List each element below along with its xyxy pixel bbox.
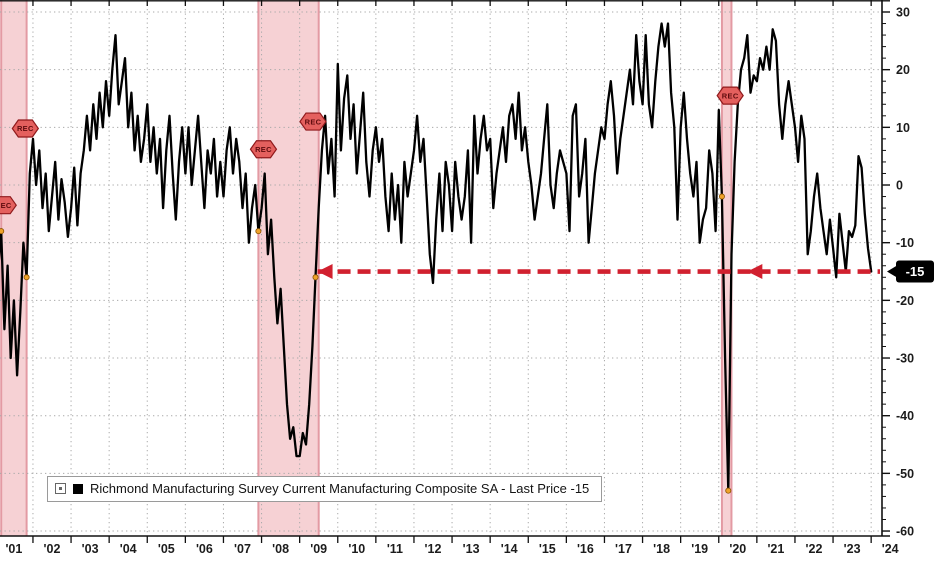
x-tick-label: '23 — [844, 542, 861, 556]
x-tick-label: '19 — [691, 542, 708, 556]
recession-boundary-dot — [255, 228, 262, 235]
recession-flag-icon — [299, 112, 327, 131]
y-tick-label: -10 — [896, 236, 914, 250]
y-tick-label: 0 — [896, 179, 903, 193]
annotation-arrowhead-left — [317, 264, 333, 280]
x-tick-label: '03 — [82, 542, 99, 556]
x-tick-label: '10 — [348, 542, 365, 556]
y-tick-label: 20 — [896, 63, 910, 77]
x-tick-label: '08 — [272, 542, 289, 556]
x-tick-label: '09 — [310, 542, 327, 556]
legend-series-label: Richmond Manufacturing Survey Current Ma… — [90, 481, 590, 496]
x-tick-label: '12 — [425, 542, 442, 556]
y-tick-label: -20 — [896, 294, 914, 308]
legend-expand-icon — [55, 483, 66, 495]
recession-band — [721, 0, 732, 536]
recession-flag-label: REC — [0, 201, 12, 210]
x-tick-label: '21 — [767, 542, 784, 556]
x-tick-label: '05 — [158, 542, 175, 556]
x-tick-label: '22 — [806, 542, 823, 556]
legend-series-swatch — [73, 483, 83, 494]
x-tick-label: '20 — [729, 542, 746, 556]
last-price-badge — [896, 260, 934, 283]
y-tick-label: -40 — [896, 409, 914, 423]
x-tick-label: '14 — [501, 542, 518, 556]
recession-flag-icon — [249, 140, 278, 159]
recession-band — [258, 0, 319, 536]
x-tick-label: '11 — [387, 542, 403, 556]
recession-boundary-dot — [312, 274, 319, 281]
annotation-arrowhead-left — [747, 264, 763, 280]
x-tick-label: '15 — [539, 542, 556, 556]
recession-boundary-dot — [718, 193, 725, 200]
x-tick-label: '18 — [653, 542, 670, 556]
recession-flag-label: REC — [722, 91, 739, 100]
y-tick-label: -50 — [896, 467, 914, 481]
x-tick-label: '01 — [5, 542, 22, 556]
recession-flag-label: REC — [17, 124, 34, 133]
x-tick-label: '16 — [577, 542, 594, 556]
legend[interactable]: Richmond Manufacturing Survey Current Ma… — [47, 476, 603, 502]
recession-boundary-dot — [23, 274, 30, 281]
y-tick-label: 10 — [896, 121, 910, 135]
x-tick-label: '07 — [234, 542, 251, 556]
x-tick-label: '24 — [882, 542, 899, 556]
x-tick-label: '06 — [196, 542, 213, 556]
recession-flag-icon — [11, 119, 40, 138]
last-price-badge-text: -15 — [906, 264, 925, 279]
x-tick-label: '13 — [463, 542, 480, 556]
series-line — [0, 22, 873, 492]
y-tick-label: 30 — [896, 6, 910, 20]
last-price-badge-notch — [887, 265, 897, 278]
x-tick-label: '17 — [615, 542, 632, 556]
recession-flag-label: REC — [255, 145, 272, 154]
x-tick-label: '04 — [120, 542, 137, 556]
x-tick-label: '02 — [44, 542, 61, 556]
recession-flag-icon — [716, 86, 744, 105]
recession-flag-icon — [0, 196, 17, 215]
y-tick-label: -30 — [896, 352, 914, 366]
recession-flag-label: REC — [305, 117, 322, 126]
recession-boundary-dot — [0, 228, 5, 235]
recession-boundary-dot — [725, 487, 732, 494]
y-tick-label: -60 — [896, 525, 914, 539]
